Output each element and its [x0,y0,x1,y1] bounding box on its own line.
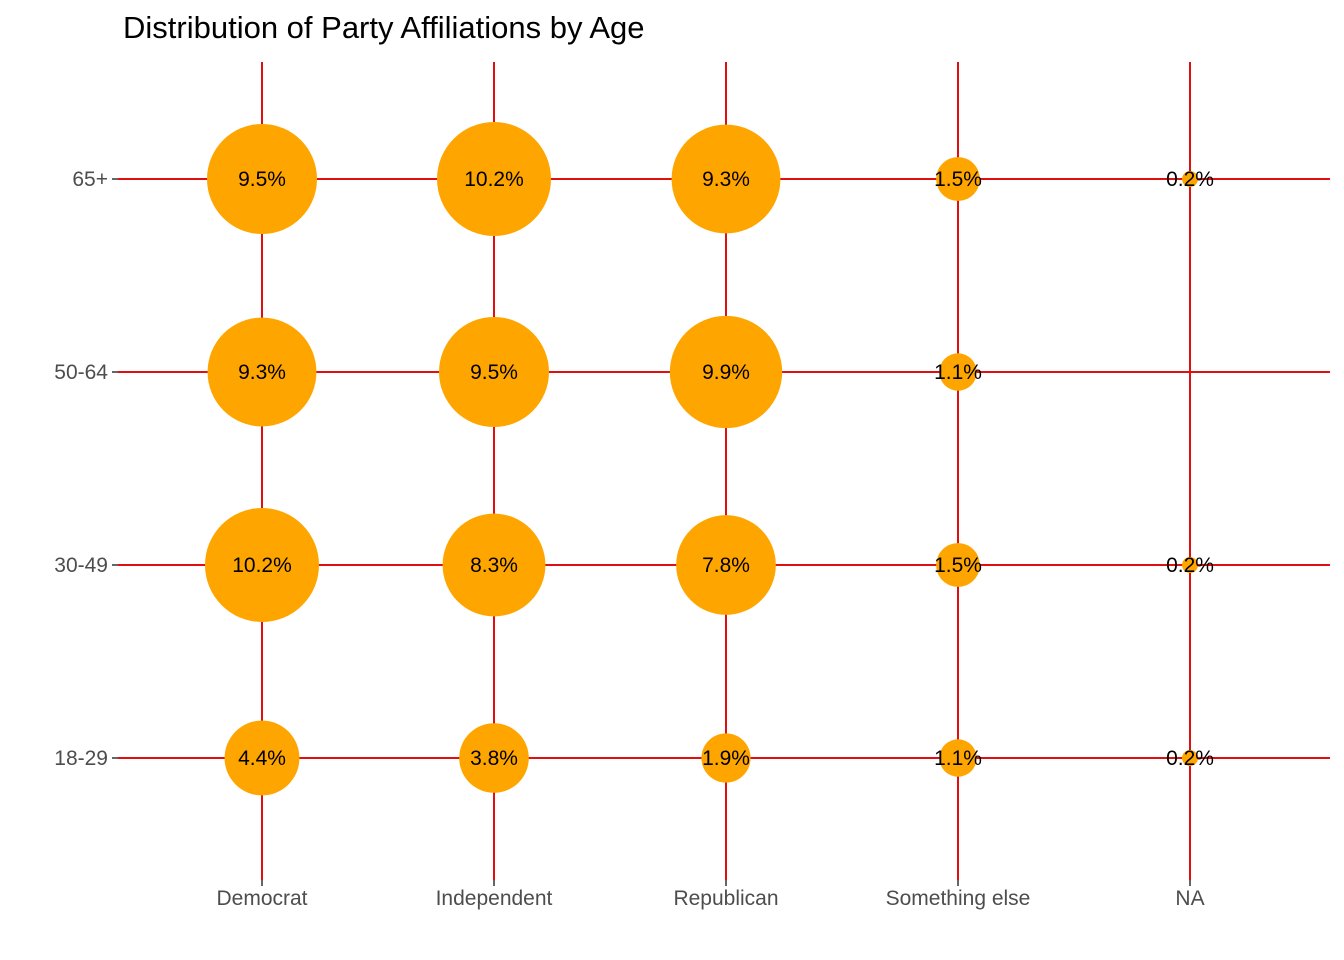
bubble [936,543,980,587]
y-tick-label: 18-29 [54,747,108,770]
bubble [224,720,300,796]
y-tick-label: 65+ [72,168,108,191]
bubble-label: 7.8% [702,554,750,577]
bubble-label: 8.3% [470,554,518,577]
bubble-label: 1.5% [934,554,982,577]
bubble-label: 9.3% [238,361,286,384]
bubble [205,508,319,622]
bubble [669,315,783,429]
bubble-label: 9.3% [702,168,750,191]
bubble-label: 9.5% [238,168,286,191]
x-tick-label: Independent [436,887,553,910]
bubbles: 9.5% 10.2% 9.3% 1.5% 0.2% 9.3% 9.5% 9.9% 1.1% 10.… [205,122,1214,796]
bubble [207,317,317,427]
bubble [459,723,529,793]
bubble [1182,750,1198,766]
y-tick-label: 50-64 [54,361,108,384]
x-tick-label: Something else [886,887,1031,910]
bubble-label: 1.1% [934,361,982,384]
bubble [442,513,546,617]
bubble-label: 4.4% [238,747,286,770]
bubble-label: 3.8% [470,747,518,770]
bubble-label: 0.2% [1166,554,1214,577]
bubble [1182,557,1198,573]
bubble-label: 0.2% [1166,747,1214,770]
bubble-label: 1.5% [934,168,982,191]
bubble [1182,171,1198,187]
bubble [936,157,980,201]
bubble-label: 0.2% [1166,168,1214,191]
bubble-label: 10.2% [464,168,524,191]
bubble [939,739,977,777]
chart-title: Distribution of Party Affiliations by Ag… [123,10,645,45]
bubble [701,733,751,783]
bubble-label: 9.9% [702,361,750,384]
bubble-label: 1.9% [702,747,750,770]
bubble-label: 1.1% [934,747,982,770]
axes: 18-29 30-49 50-64 65+ Democrat Independent Rep… [54,168,1204,910]
bubble [676,515,776,615]
x-tick-label: Democrat [216,887,307,910]
y-tick-label: 30-49 [54,554,108,577]
bubble-label: 10.2% [232,554,292,577]
x-tick-label: NA [1175,887,1204,910]
bubble [671,124,781,234]
bubble [437,122,551,236]
bubble [939,353,977,391]
x-tick-label: Republican [673,887,778,910]
bubble [438,316,550,428]
bubble [206,123,318,235]
bubble-label: 9.5% [470,361,518,384]
